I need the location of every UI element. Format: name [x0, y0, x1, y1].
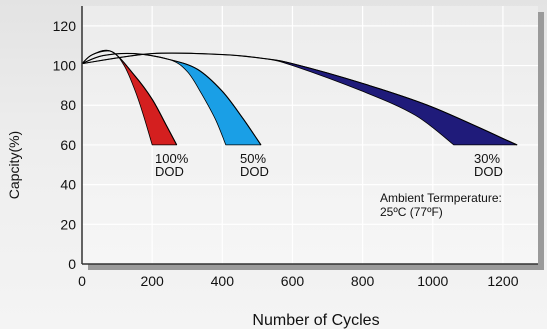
x-tick-label: 1200	[487, 273, 518, 289]
y-axis-label: Capcity(%)	[6, 131, 22, 199]
x-tick-label: 800	[351, 273, 375, 289]
series-label-line: DOD	[155, 164, 184, 179]
series-boundary-1	[81, 52, 262, 146]
y-tick-label: 80	[60, 97, 76, 113]
y-tick-label: 40	[60, 177, 76, 193]
x-tick-label: 400	[211, 273, 235, 289]
x-axis-label: Number of Cycles	[252, 312, 379, 329]
series-label-0: 100% DOD	[155, 151, 189, 179]
x-tick-label: 200	[140, 273, 164, 289]
y-tick-label: 100	[53, 58, 77, 74]
annotation-temperature: Ambient Termperature: 25ºC (77ºF)	[380, 191, 505, 219]
series-label-line: DOD	[240, 164, 269, 179]
series-label-line: 50%	[240, 151, 266, 166]
x-tick-labels: 0 200 400 600 800 1000 1200	[78, 273, 519, 289]
initial-capacity-curves	[81, 49, 518, 146]
series-label-line: 100%	[155, 151, 189, 166]
x-tick-label: 600	[281, 273, 305, 289]
y-tick-label: 0	[68, 256, 76, 272]
y-tick-label: 20	[60, 216, 76, 232]
series-label-1: 50% DOD	[240, 151, 269, 179]
y-tick-labels: 0 20 40 60 80 100 120	[53, 18, 77, 272]
series-boundary-2	[81, 52, 518, 146]
x-tick-label: 0	[78, 273, 86, 289]
x-tick-label: 1000	[417, 273, 448, 289]
axes	[81, 6, 538, 265]
y-tick-label: 120	[53, 18, 77, 34]
annotation-line-1: Ambient Termperature:	[380, 191, 502, 205]
gridlines	[82, 6, 538, 264]
annotation-line-2: 25ºC (77ºF)	[380, 205, 443, 219]
y-tick-label: 60	[60, 137, 76, 153]
series-boundary-0	[81, 49, 178, 146]
series-label-line: 30%	[474, 151, 500, 166]
series-label-line: DOD	[474, 164, 503, 179]
series-label-2: 30% DOD	[474, 151, 503, 179]
